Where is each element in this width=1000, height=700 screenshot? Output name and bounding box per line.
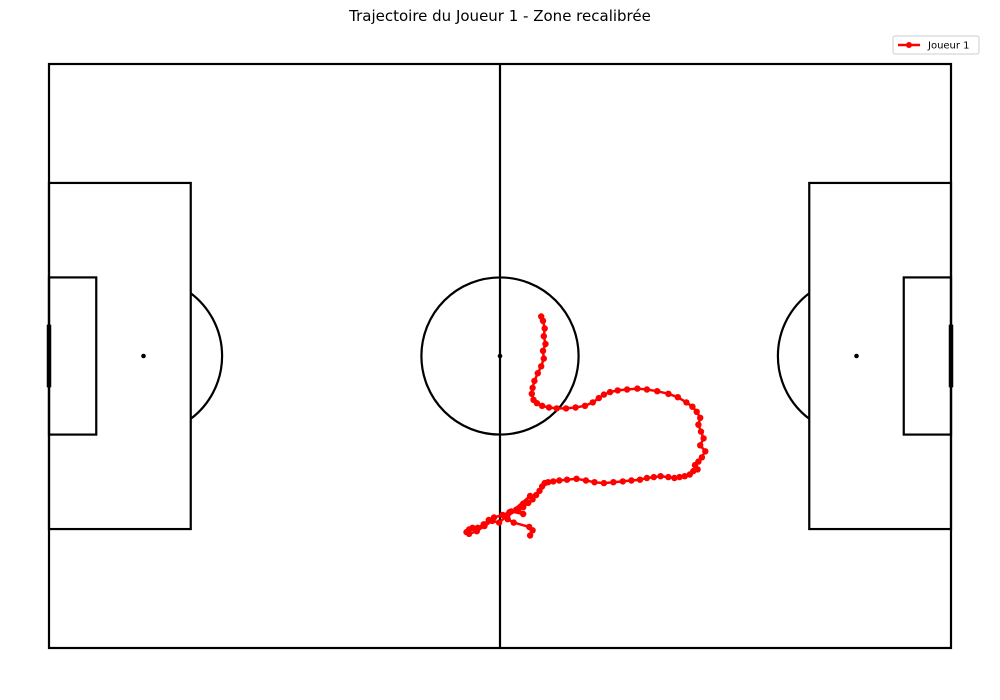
data-point: [634, 385, 640, 391]
penalty-spot-right: [854, 354, 859, 359]
data-point: [546, 404, 552, 410]
data-point: [665, 474, 671, 480]
data-point: [695, 422, 701, 428]
legend: Joueur 1: [893, 36, 979, 54]
football-pitch: [49, 64, 951, 648]
data-point: [529, 391, 535, 397]
series-line-1: [467, 317, 706, 536]
penalty-area-left: [49, 183, 191, 529]
data-point: [564, 477, 570, 483]
data-point: [499, 512, 505, 518]
data-point: [665, 391, 671, 397]
data-point: [697, 415, 703, 421]
data-point: [520, 501, 526, 507]
chart-title: Trajectoire du Joueur 1 - Zone recalibré…: [348, 7, 651, 25]
data-point: [496, 519, 502, 525]
data-point: [582, 403, 588, 409]
data-point: [583, 477, 589, 483]
legend-label: Joueur 1: [927, 41, 970, 52]
data-point: [654, 388, 660, 394]
data-point: [698, 428, 704, 434]
data-point: [683, 399, 689, 405]
data-point: [489, 518, 495, 524]
data-point: [700, 435, 706, 441]
data-point: [607, 389, 613, 395]
data-point: [535, 370, 541, 376]
penalty-arc-right: [778, 293, 809, 419]
data-point: [591, 479, 597, 485]
data-point: [573, 476, 579, 482]
data-point: [572, 404, 578, 410]
data-point: [542, 325, 548, 331]
goal-area-left: [49, 277, 96, 434]
data-point: [671, 475, 677, 481]
penalty-area-right: [809, 183, 951, 529]
data-point: [628, 477, 634, 483]
data-point: [508, 508, 514, 514]
data-point: [539, 403, 545, 409]
data-point: [610, 479, 616, 485]
data-point: [675, 394, 681, 400]
data-point: [624, 386, 630, 392]
data-point: [697, 442, 703, 448]
data-point: [556, 477, 562, 483]
data-point: [563, 405, 569, 411]
data-point: [644, 475, 650, 481]
centre-spot: [498, 354, 503, 359]
data-point: [466, 531, 472, 537]
data-point: [511, 519, 517, 525]
data-point: [474, 528, 480, 534]
data-point: [644, 386, 650, 392]
data-point: [620, 478, 626, 484]
data-point: [481, 523, 487, 529]
data-point: [538, 363, 544, 369]
data-point: [527, 493, 533, 499]
data-point: [540, 348, 546, 354]
data-point: [541, 333, 547, 339]
data-point: [637, 477, 643, 483]
data-point: [554, 405, 560, 411]
penalty-arc-left: [191, 293, 222, 419]
legend-marker-sample: [906, 42, 912, 48]
data-point: [689, 404, 695, 410]
data-point: [505, 516, 511, 522]
data-point: [694, 409, 700, 415]
penalty-spot-left: [141, 354, 146, 359]
data-point: [615, 387, 621, 393]
data-point: [601, 480, 607, 486]
data-point: [529, 385, 535, 391]
goal-area-right: [904, 277, 951, 434]
data-point: [531, 378, 537, 384]
data-point: [542, 341, 548, 347]
data-point: [702, 448, 708, 454]
data-point: [540, 318, 546, 324]
data-point: [541, 355, 547, 361]
data-point: [601, 391, 607, 397]
data-point: [515, 506, 521, 512]
data-point: [651, 474, 657, 480]
data-point: [527, 532, 533, 538]
data-point: [590, 399, 596, 405]
data-point: [520, 511, 526, 517]
data-point: [657, 473, 663, 479]
